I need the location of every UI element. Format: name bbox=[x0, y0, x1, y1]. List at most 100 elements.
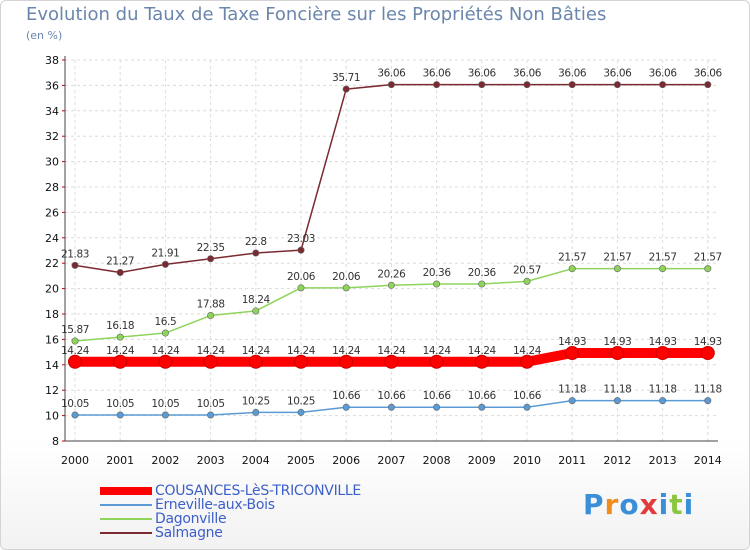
data-label: 17.88 bbox=[197, 299, 225, 311]
data-point bbox=[523, 81, 531, 89]
legend-swatch bbox=[100, 487, 152, 495]
data-label: 14.24 bbox=[377, 345, 406, 357]
data-label: 10.05 bbox=[151, 398, 179, 410]
data-label: 10.66 bbox=[332, 390, 361, 402]
y-tick-label: 32 bbox=[45, 130, 59, 143]
data-label: 36.06 bbox=[423, 68, 452, 80]
data-point bbox=[478, 81, 486, 89]
data-point bbox=[294, 354, 308, 369]
data-label: 36.06 bbox=[513, 68, 542, 80]
data-point bbox=[478, 280, 486, 288]
data-point bbox=[207, 312, 215, 320]
x-tick-label: 2009 bbox=[468, 454, 496, 467]
data-label: 14.24 bbox=[513, 345, 542, 357]
data-point bbox=[207, 255, 215, 263]
y-tick-label: 28 bbox=[45, 181, 59, 194]
data-point bbox=[433, 81, 441, 89]
data-point bbox=[659, 265, 667, 273]
data-label: 23.03 bbox=[287, 233, 315, 245]
data-label: 14.24 bbox=[332, 345, 361, 357]
data-point bbox=[71, 411, 79, 419]
data-point bbox=[116, 411, 124, 419]
legend: COUSANCES-LèS-TRICONVILLE Erneville-aux-… bbox=[100, 483, 361, 541]
data-point bbox=[71, 261, 79, 269]
x-tick-label: 2008 bbox=[423, 454, 451, 467]
data-label: 20.06 bbox=[332, 271, 361, 283]
data-point bbox=[520, 354, 534, 369]
plot-area bbox=[65, 60, 718, 441]
data-label: 10.66 bbox=[468, 390, 497, 402]
data-label: 14.93 bbox=[694, 336, 722, 348]
data-label: 14.24 bbox=[151, 345, 180, 357]
data-label: 15.87 bbox=[61, 324, 89, 336]
data-point bbox=[252, 307, 260, 315]
series-salmagne: 21.83 21.27 21.91 22.35 22.8 23.03 35.71 36.06 3… bbox=[61, 68, 723, 276]
data-label: 10.66 bbox=[513, 390, 542, 402]
data-label: 21.57 bbox=[558, 252, 586, 264]
data-label: 20.26 bbox=[377, 268, 406, 280]
data-point bbox=[568, 397, 576, 405]
data-label: 20.36 bbox=[423, 267, 452, 279]
data-point bbox=[297, 408, 305, 416]
data-label: 14.24 bbox=[242, 345, 271, 357]
x-tick-label: 2013 bbox=[649, 454, 677, 467]
y-tick-label: 14 bbox=[45, 359, 59, 372]
data-label: 14.24 bbox=[287, 345, 316, 357]
legend-item-salmagne[interactable]: Salmagne bbox=[100, 525, 361, 541]
data-label: 14.24 bbox=[423, 345, 452, 357]
data-label: 36.06 bbox=[649, 68, 678, 80]
data-point bbox=[610, 345, 625, 360]
data-label: 20.36 bbox=[468, 267, 497, 279]
y-tick-label: 36 bbox=[45, 79, 59, 92]
data-point bbox=[429, 354, 444, 369]
data-label: 11.18 bbox=[694, 384, 722, 396]
data-label: 16.5 bbox=[155, 316, 177, 328]
data-label: 11.18 bbox=[558, 384, 586, 396]
series-dagonville: 15.87 16.18 16.5 17.88 18.24 20.06 20.06 20.26 2… bbox=[61, 252, 722, 345]
legend-item-dagonville[interactable]: Dagonville bbox=[100, 511, 361, 527]
data-label: 21.91 bbox=[151, 247, 179, 259]
x-tick-label: 2014 bbox=[694, 454, 722, 467]
data-label: 10.05 bbox=[61, 398, 89, 410]
data-point bbox=[478, 403, 486, 411]
data-point bbox=[387, 281, 395, 289]
legend-item-cousances[interactable]: COUSANCES-LèS-TRICONVILLE bbox=[100, 483, 361, 499]
data-label: 10.05 bbox=[106, 398, 134, 410]
data-label: 10.05 bbox=[197, 398, 225, 410]
data-point bbox=[203, 354, 218, 369]
data-label: 21.57 bbox=[603, 252, 631, 264]
logo-letter: i bbox=[683, 488, 695, 521]
data-point bbox=[248, 354, 263, 369]
y-tick-label: 30 bbox=[45, 156, 59, 169]
data-label: 14.93 bbox=[558, 336, 586, 348]
data-point bbox=[568, 81, 576, 89]
data-point bbox=[297, 284, 305, 292]
data-point bbox=[568, 265, 576, 273]
data-point bbox=[523, 403, 531, 411]
data-point bbox=[523, 277, 531, 285]
data-point bbox=[704, 397, 712, 405]
data-label: 22.35 bbox=[197, 242, 225, 254]
series-erneville-aux-bois: 10.05 10.05 10.05 10.05 10.25 10.25 10.66 10.66… bbox=[61, 384, 722, 419]
logo-letter: t bbox=[669, 488, 684, 521]
y-tick-label: 12 bbox=[45, 384, 59, 397]
legend-item-erneville[interactable]: Erneville-aux-Bois bbox=[100, 497, 361, 513]
data-label: 14.93 bbox=[603, 336, 631, 348]
y-tick-label: 22 bbox=[45, 257, 59, 270]
data-point bbox=[655, 345, 670, 360]
data-label: 35.71 bbox=[332, 72, 360, 84]
x-tick-label: 2002 bbox=[151, 454, 179, 467]
data-point bbox=[433, 403, 441, 411]
y-tick-label: 8 bbox=[52, 435, 59, 448]
data-point bbox=[252, 249, 260, 257]
data-point bbox=[704, 265, 712, 273]
legend-label: COUSANCES-LèS-TRICONVILLE bbox=[155, 483, 361, 499]
data-label: 10.25 bbox=[287, 395, 315, 407]
data-point bbox=[613, 81, 621, 89]
data-label: 36.06 bbox=[558, 68, 587, 80]
data-label: 22.8 bbox=[245, 236, 267, 248]
y-tick-label: 20 bbox=[45, 283, 59, 296]
y-tick-label: 16 bbox=[45, 333, 59, 346]
data-label: 20.06 bbox=[287, 271, 316, 283]
